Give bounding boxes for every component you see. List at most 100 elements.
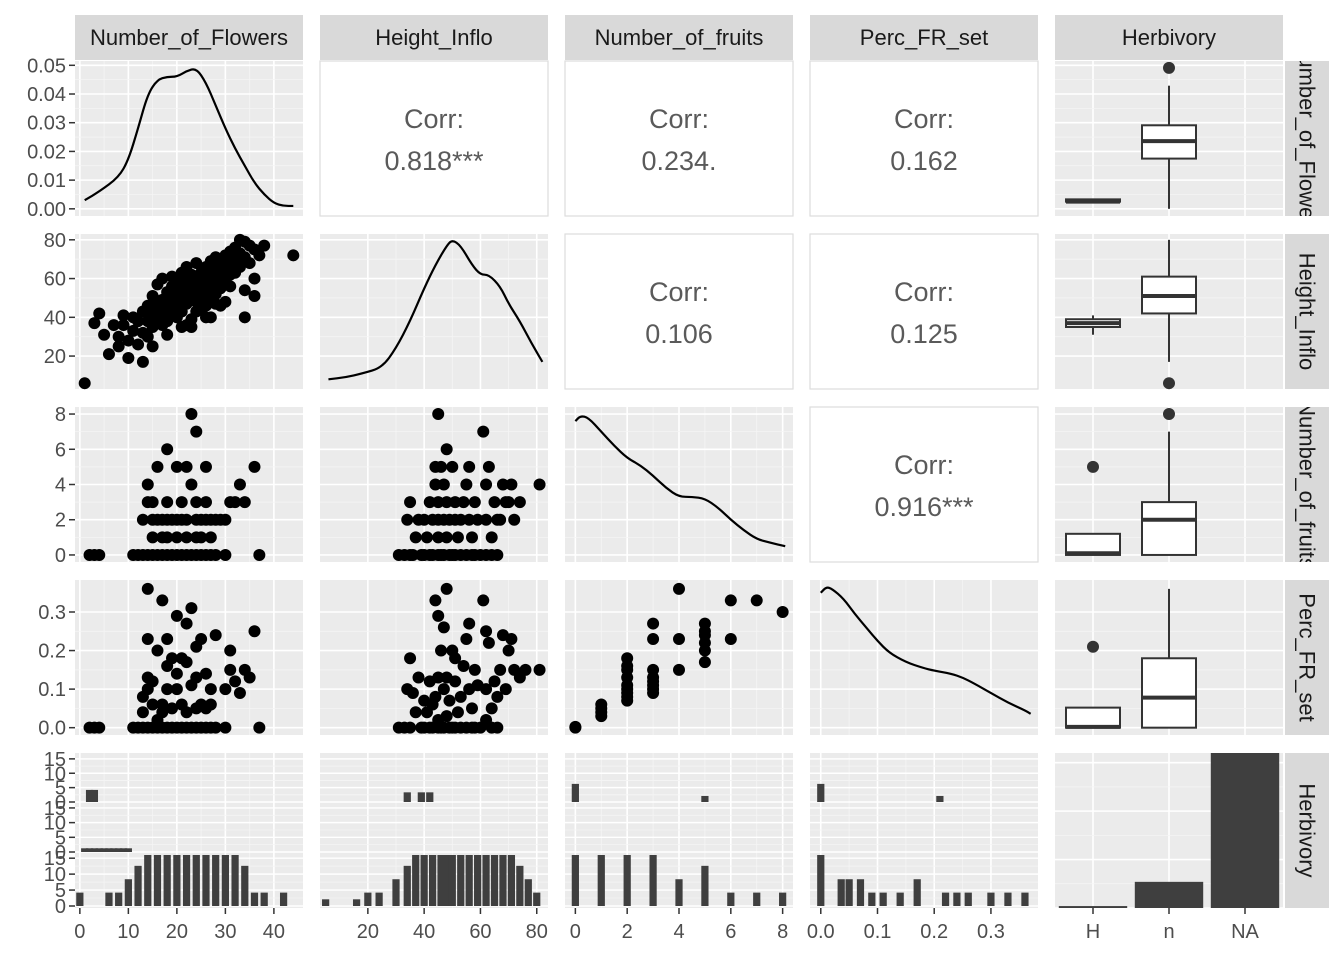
scatter-point: [494, 663, 507, 676]
scatter-point: [170, 609, 183, 622]
scatter-point: [418, 513, 431, 526]
y-tick-label: 0.01: [27, 170, 66, 192]
hist-bar: [375, 892, 383, 906]
scatter-point: [437, 683, 450, 696]
scatter-point: [161, 443, 174, 456]
column-strip-label: Number_of_fruits: [595, 25, 764, 50]
x-tick-label: 0.0: [807, 921, 835, 943]
hist-bar: [105, 892, 113, 906]
scatter-point: [122, 352, 135, 364]
scatter-point: [219, 683, 232, 696]
scatter-point: [219, 721, 232, 734]
hist-bar: [192, 855, 200, 906]
scatter-point: [409, 706, 422, 719]
scatter-point: [432, 609, 445, 622]
y-tick-label: 80: [44, 230, 66, 252]
y-tick-label: 5: [55, 778, 66, 800]
hist-bar: [941, 892, 950, 906]
scatter-point: [435, 644, 448, 657]
hist-bar: [110, 848, 118, 852]
scatter-point: [406, 548, 419, 561]
scatter-point: [248, 272, 261, 285]
panel-bg: [75, 234, 303, 389]
scatter-point: [440, 582, 453, 595]
scatter-point: [238, 496, 251, 509]
scatter-point: [488, 675, 501, 688]
scatter-point: [161, 683, 174, 696]
scatter-point: [88, 317, 101, 330]
scatter-point: [219, 548, 232, 561]
y-tick-label: 0: [55, 842, 66, 864]
hist-bar: [953, 892, 961, 906]
scatter-point: [621, 652, 634, 665]
hist-bar: [571, 783, 579, 802]
hist-bar: [124, 848, 132, 852]
scatter-point: [248, 625, 261, 638]
scatter-point: [136, 355, 149, 368]
scatter-point: [132, 338, 145, 351]
scatter-point: [513, 496, 526, 509]
hist-bar: [597, 855, 605, 906]
scatter-point: [423, 496, 436, 509]
panel-r3-c3: [810, 580, 1038, 735]
x-tick-label: 40: [413, 921, 435, 943]
hist-bar: [457, 855, 465, 906]
scatter-point: [449, 675, 462, 688]
hist-bar: [623, 855, 631, 906]
corr-value: 0.818***: [384, 146, 484, 176]
hist-bar: [817, 855, 825, 906]
scatter-point: [175, 321, 188, 333]
scatter-point: [287, 249, 300, 262]
y-tick-label: 5: [55, 827, 66, 849]
scatter-point: [166, 702, 179, 715]
scatter-point: [117, 319, 130, 332]
scatter-point: [673, 582, 685, 595]
corr-label: Corr:: [649, 277, 709, 307]
hist-bar: [153, 855, 162, 906]
hist-bar: [182, 855, 191, 906]
scatter-point: [420, 531, 433, 544]
y-tick-label: 0.03: [27, 113, 66, 135]
scatter-point: [258, 239, 271, 252]
x-tick-label: 30: [214, 921, 236, 943]
hist-bar: [987, 892, 995, 906]
hist-bar: [85, 848, 94, 852]
scatter-point: [404, 496, 417, 509]
scatter-point: [180, 656, 193, 669]
x-tick-label: 0.1: [864, 921, 892, 943]
hist-bar: [1004, 892, 1012, 906]
scatter-point: [233, 478, 246, 491]
scatter-point: [195, 632, 208, 645]
hist-bar: [571, 855, 579, 906]
scatter-point: [161, 632, 174, 645]
hist-bar: [868, 892, 876, 906]
scatter-point: [750, 594, 763, 607]
scatter-point: [243, 257, 256, 270]
hist-bar: [913, 879, 921, 906]
x-tick-label: 80: [526, 921, 548, 943]
scatter-point: [432, 408, 445, 421]
scatter-point: [435, 460, 448, 473]
scatter-point: [204, 311, 217, 324]
panel-r0-c0: [75, 61, 303, 216]
scatter-point: [446, 460, 459, 473]
hist-bar: [115, 892, 123, 906]
scatter-point: [78, 377, 91, 390]
box-outlier: [1163, 377, 1175, 390]
density-line-Height_Inflo: [328, 240, 544, 381]
scatter-point: [429, 478, 442, 491]
scatter-point: [406, 686, 419, 699]
scatter-point: [449, 652, 462, 665]
scatter-point: [463, 513, 476, 526]
scatter-point: [156, 594, 169, 607]
hist-bar: [465, 855, 473, 906]
scatter-point: [224, 644, 237, 657]
scatter-point: [460, 478, 473, 491]
scatter-point: [180, 617, 193, 630]
x-tick-label: 60: [469, 921, 491, 943]
scatter-point: [502, 644, 515, 657]
hist-bar: [81, 848, 89, 852]
x-tick-label: 4: [673, 921, 684, 943]
scatter-point: [229, 496, 242, 509]
hist-bar: [403, 792, 411, 802]
